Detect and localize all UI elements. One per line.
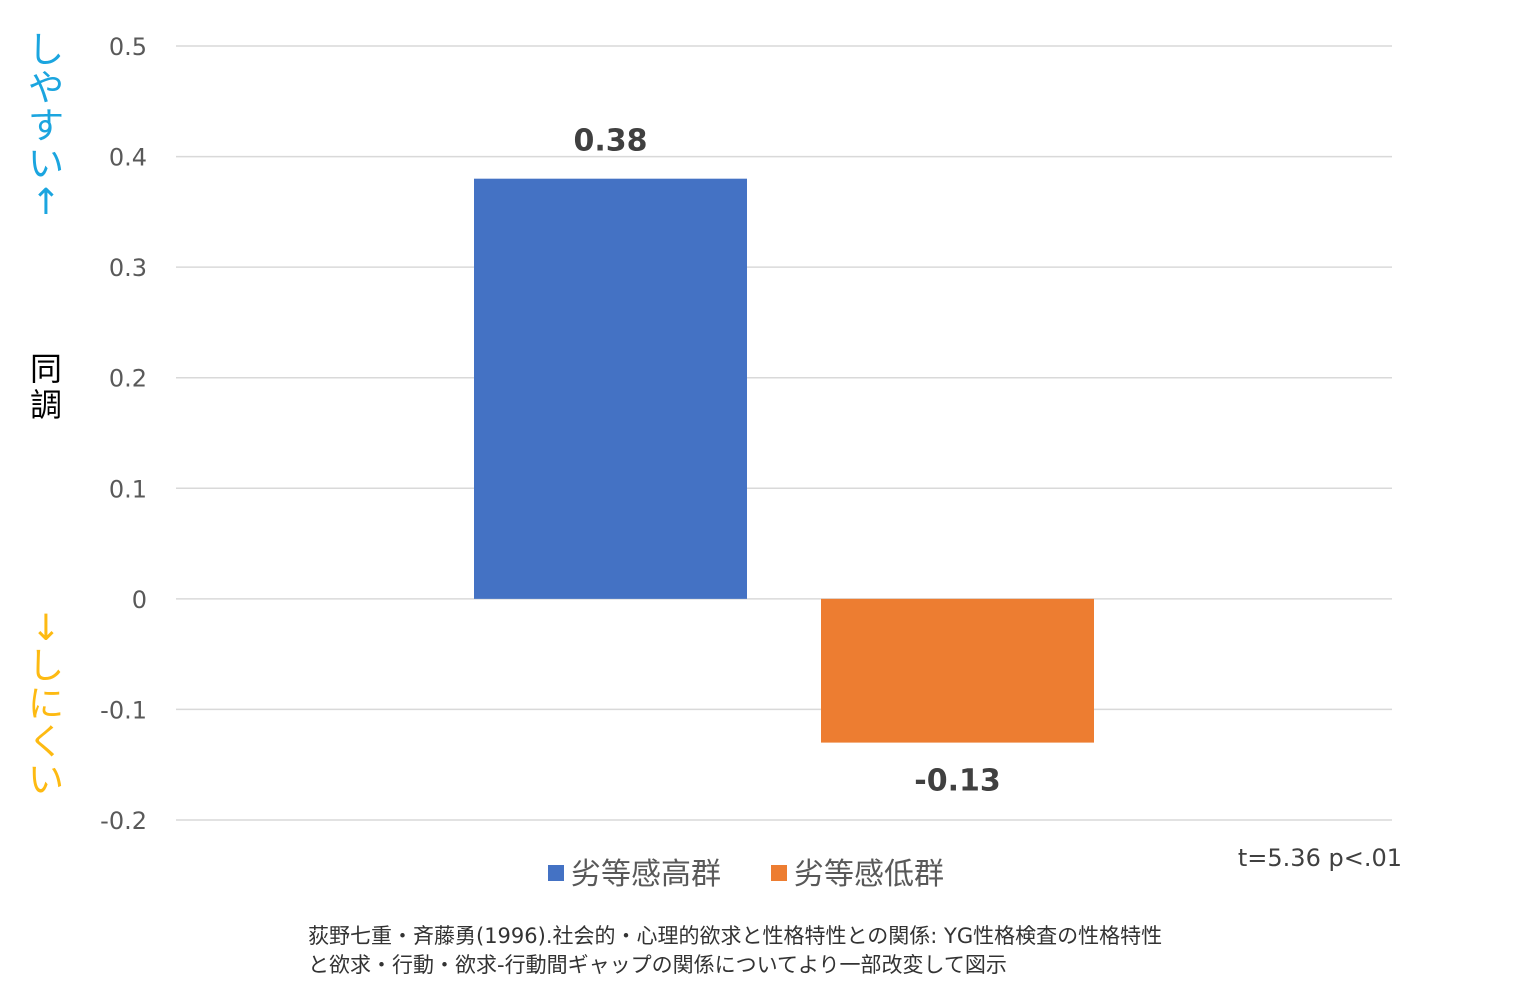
y-axis-ticks: 0.5 0.4 0.3 0.2 0.1 0 -0.1 -0.2 [100, 33, 147, 835]
legend-label: 劣等感低群 [794, 857, 944, 892]
bar-2 [821, 598, 1094, 743]
y-label-middle: 同調 [30, 350, 62, 424]
stat-annotation: t=5.36 p<.01 [1238, 844, 1402, 872]
y-tick-label: 0.4 [109, 144, 147, 172]
data-label-1: 0.38 [573, 124, 647, 159]
y-tick-label: 0.1 [109, 475, 147, 503]
y-tick-label: 0.3 [109, 254, 147, 282]
y-tick-label: -0.2 [100, 807, 147, 835]
y-tick-label: 0 [132, 586, 147, 614]
gridlines [176, 45, 1392, 821]
y-tick-label: 0.2 [109, 365, 147, 393]
source-citation-line-1: 荻野七重・斉藤勇(1996).社会的・心理的欲求と性格特性との関係: YG性格検… [308, 924, 1163, 948]
y-axis-label: しやすい↑ 同調 ↓しにくい [28, 30, 64, 801]
y-tick-label: -0.1 [100, 696, 147, 724]
legend-swatch [548, 865, 564, 881]
source-citation-line-2: と欲求・行動・欲求-行動間ギャップの関係についてより一部改変して図示 [308, 953, 1007, 977]
y-label-top: しやすい↑ [28, 30, 64, 223]
data-labels: 0.38 -0.13 [573, 124, 1000, 799]
y-tick-label: 0.5 [109, 33, 147, 61]
legend: 劣等感高群 劣等感低群 [548, 857, 944, 892]
legend-swatch [771, 865, 787, 881]
bar-1 [474, 178, 747, 599]
bars [474, 178, 1094, 743]
legend-label: 劣等感高群 [571, 857, 721, 892]
y-label-bottom: ↓しにくい [28, 608, 64, 801]
data-label-2: -0.13 [914, 764, 1000, 799]
